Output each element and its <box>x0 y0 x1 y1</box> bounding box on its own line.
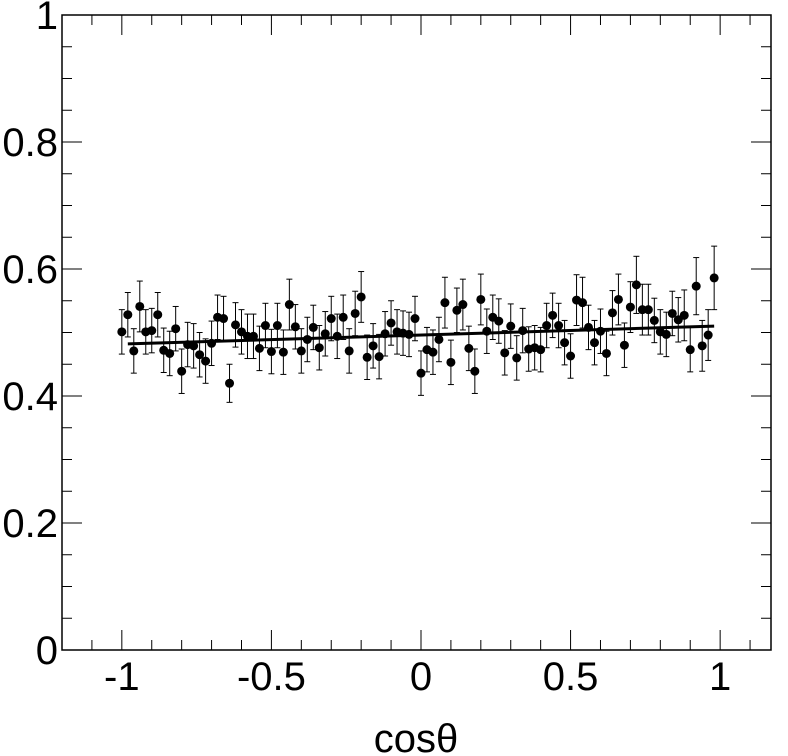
data-point <box>607 308 617 318</box>
data-point <box>416 368 426 378</box>
data-point <box>458 300 468 310</box>
data-point <box>494 316 504 326</box>
data-point <box>542 321 552 331</box>
data-point <box>440 298 450 308</box>
data-points-group <box>117 245 719 403</box>
x-tick-label: 0.5 <box>543 655 599 699</box>
data-point <box>362 352 372 362</box>
data-point <box>506 321 516 331</box>
data-point <box>165 348 175 358</box>
data-point <box>482 326 492 336</box>
y-tick-label: 0.6 <box>2 248 58 292</box>
x-tick-label: 1 <box>709 655 731 699</box>
data-point <box>302 334 312 344</box>
data-point <box>278 347 288 357</box>
x-axis-title: cosθ <box>374 717 459 756</box>
data-point <box>643 305 653 315</box>
data-point <box>147 326 157 336</box>
data-point <box>344 346 354 356</box>
data-point <box>589 338 599 348</box>
data-point <box>332 331 342 341</box>
data-point <box>500 348 510 358</box>
data-point <box>703 330 713 340</box>
data-point <box>697 341 707 351</box>
data-point <box>476 294 486 304</box>
y-tick-label: 0 <box>36 629 58 673</box>
y-tick-label: 0.8 <box>2 121 58 165</box>
data-point <box>566 351 576 361</box>
data-point <box>374 352 384 362</box>
data-point <box>153 310 163 320</box>
data-point <box>428 347 438 357</box>
data-point <box>613 294 623 304</box>
data-point <box>135 301 145 311</box>
data-point <box>201 356 211 366</box>
data-point <box>601 348 611 358</box>
data-point <box>625 302 635 312</box>
data-point <box>661 329 671 339</box>
x-tick-label: -1 <box>104 655 140 699</box>
data-point <box>350 308 360 318</box>
data-point <box>595 326 605 336</box>
data-point <box>219 314 229 324</box>
data-point <box>171 324 181 334</box>
data-point <box>631 280 641 290</box>
data-point <box>266 347 276 357</box>
data-point <box>667 308 677 318</box>
data-point <box>290 322 300 332</box>
data-point <box>578 298 588 308</box>
data-point <box>446 357 456 367</box>
data-point <box>207 338 217 348</box>
data-point <box>619 340 629 350</box>
data-point <box>117 327 127 337</box>
data-point <box>536 345 546 355</box>
data-point <box>709 273 719 283</box>
data-point <box>225 378 235 388</box>
data-point <box>177 366 187 376</box>
data-point <box>356 292 366 302</box>
data-point <box>248 331 258 341</box>
data-point <box>254 343 264 353</box>
x-tick-label: 0 <box>410 655 432 699</box>
data-point <box>260 321 270 331</box>
y-tick-label: 0.2 <box>2 502 58 546</box>
data-point <box>685 345 695 355</box>
data-point <box>386 318 396 328</box>
y-tick-label: 0.4 <box>2 375 58 419</box>
data-point <box>470 366 480 376</box>
data-point <box>518 326 528 336</box>
data-point <box>380 329 390 339</box>
data-point <box>368 341 378 351</box>
data-point <box>284 300 294 310</box>
data-point <box>296 346 306 356</box>
data-point <box>548 310 558 320</box>
data-point <box>679 310 689 320</box>
data-point <box>231 320 241 330</box>
data-point <box>512 353 522 363</box>
data-point <box>691 281 701 291</box>
data-point <box>129 346 139 356</box>
data-point <box>404 329 414 339</box>
data-point <box>584 322 594 332</box>
data-point <box>123 310 133 320</box>
data-point <box>452 305 462 315</box>
axes: 0 0.2 0.4 0.6 0.8 1 -1 -0.5 0 0.5 1 <box>2 0 771 699</box>
data-point <box>560 338 570 348</box>
data-point <box>189 341 199 351</box>
x-tick-label: -0.5 <box>237 655 306 699</box>
data-point <box>320 329 330 339</box>
data-point <box>308 322 318 332</box>
data-point <box>554 321 564 331</box>
data-point <box>272 321 282 331</box>
data-point <box>338 312 348 322</box>
data-point <box>649 315 659 325</box>
data-point <box>314 343 324 353</box>
y-tick-label: 1 <box>36 0 58 38</box>
data-point <box>410 314 420 324</box>
data-point <box>434 334 444 344</box>
data-point <box>326 314 336 324</box>
data-point <box>195 350 205 360</box>
data-point <box>464 343 474 353</box>
